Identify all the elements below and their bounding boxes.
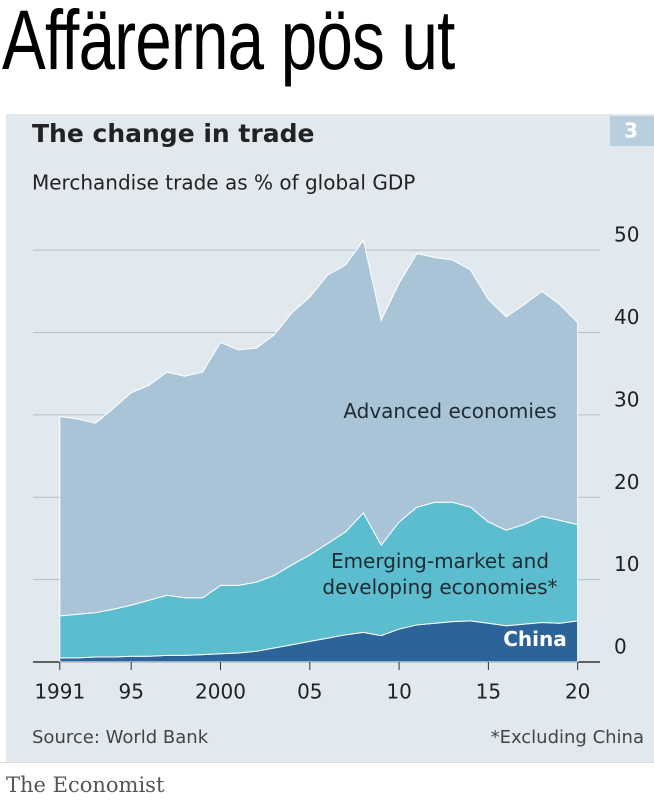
chart: 3 The change in trade Merchandise trade … <box>32 116 654 748</box>
brand-bar: The Economist <box>0 762 654 811</box>
heading: Affärerna pös ut <box>2 0 455 87</box>
y-tick-label: 10 <box>614 552 639 576</box>
chart-number: 3 <box>624 119 638 143</box>
y-tick-label: 20 <box>614 470 639 494</box>
x-tick-label: 20 <box>565 680 590 704</box>
x-tick-label: 05 <box>297 680 322 704</box>
footnote: *Excluding China <box>491 727 644 748</box>
x-tick-label: 10 <box>386 680 411 704</box>
x-tick-label: 15 <box>476 680 501 704</box>
chart-subtitle: Merchandise trade as % of global GDP <box>32 171 415 195</box>
series-label: Emerging-market and developing economies… <box>322 549 558 599</box>
y-tick-label: 0 <box>614 635 627 659</box>
y-tick-label: 40 <box>614 305 639 329</box>
y-tick-label: 50 <box>614 223 639 247</box>
x-tick-label: 95 <box>118 680 143 704</box>
y-tick-label: 30 <box>614 387 639 411</box>
badge <box>610 116 654 146</box>
x-tick-label: 2000 <box>195 680 246 704</box>
source: Source: World Bank <box>32 727 209 748</box>
areas <box>59 239 579 663</box>
x-tick-label: 1991 <box>34 680 85 704</box>
area <box>59 239 579 617</box>
chart-title: The change in trade <box>32 119 314 148</box>
brand: The Economist <box>6 773 165 797</box>
series-label: Advanced economies <box>343 399 557 423</box>
series-label: China <box>503 627 567 651</box>
